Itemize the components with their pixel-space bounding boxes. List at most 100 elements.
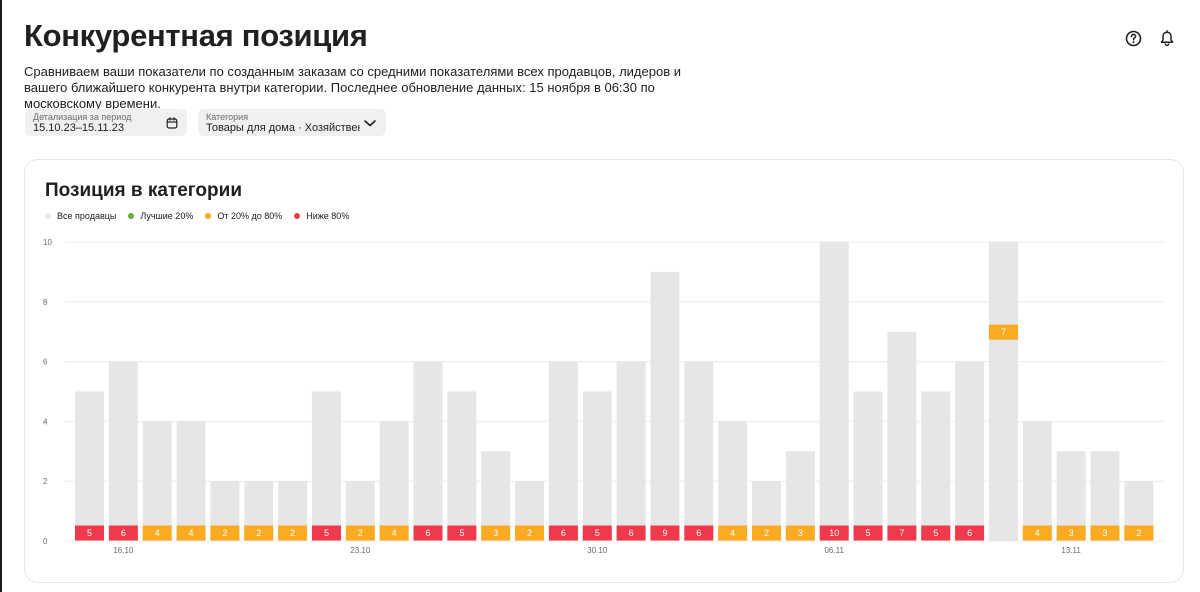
position-label: 5 bbox=[324, 528, 329, 538]
position-label: 3 bbox=[1069, 528, 1074, 538]
y-tick-label: 2 bbox=[43, 477, 48, 486]
bar-all-sellers[interactable] bbox=[447, 391, 477, 542]
legend-dot-low bbox=[294, 213, 301, 219]
category-filter[interactable]: Категория Товары для дома · Хозяйственны… bbox=[198, 109, 386, 136]
position-marker[interactable] bbox=[1090, 525, 1120, 541]
position-marker[interactable] bbox=[75, 525, 104, 541]
x-tick-label: 30.10 bbox=[587, 546, 608, 555]
position-marker[interactable] bbox=[142, 525, 172, 541]
position-label: 4 bbox=[189, 528, 194, 538]
position-label: 6 bbox=[629, 528, 634, 538]
position-marker[interactable] bbox=[1022, 525, 1052, 541]
page-title: Конкурентная позиция bbox=[24, 18, 368, 53]
page-description: Сравниваем ваши показатели по созданным … bbox=[24, 64, 681, 111]
position-marker[interactable] bbox=[447, 525, 477, 541]
position-marker[interactable] bbox=[718, 525, 748, 541]
position-label: 7 bbox=[899, 528, 904, 538]
bar-all-sellers[interactable] bbox=[887, 331, 917, 541]
position-marker[interactable] bbox=[413, 525, 443, 541]
bar-all-sellers[interactable] bbox=[413, 361, 443, 541]
position-marker[interactable] bbox=[1124, 525, 1154, 541]
position-label: 5 bbox=[87, 528, 92, 538]
bar-all-sellers[interactable] bbox=[853, 391, 883, 542]
bar-all-sellers[interactable] bbox=[955, 361, 985, 541]
position-label: 4 bbox=[392, 528, 397, 538]
period-filter-label: Детализация за период bbox=[33, 112, 132, 122]
bar-all-sellers[interactable] bbox=[311, 391, 341, 542]
position-marker[interactable] bbox=[515, 525, 545, 541]
bar-all-sellers[interactable] bbox=[176, 421, 206, 541]
chevron-down-icon bbox=[363, 116, 377, 134]
help-icon[interactable] bbox=[1124, 29, 1143, 48]
position-marker[interactable] bbox=[785, 525, 815, 541]
position-marker[interactable] bbox=[853, 525, 883, 541]
position-marker[interactable] bbox=[176, 525, 206, 541]
bar-all-sellers[interactable] bbox=[75, 391, 104, 542]
x-tick-label: 06.11 bbox=[824, 546, 844, 555]
bar-all-sellers[interactable] bbox=[142, 421, 172, 541]
position-marker[interactable] bbox=[548, 525, 578, 541]
position-marker[interactable] bbox=[988, 324, 1018, 340]
legend-item-mid[interactable]: От 20% до 80% bbox=[205, 211, 282, 221]
position-marker[interactable] bbox=[616, 525, 646, 541]
position-marker[interactable] bbox=[955, 525, 985, 541]
position-label: 7 bbox=[1001, 327, 1006, 337]
bar-all-sellers[interactable] bbox=[684, 361, 714, 541]
position-label: 4 bbox=[155, 528, 160, 538]
bar-all-sellers[interactable] bbox=[379, 421, 409, 541]
position-label: 2 bbox=[358, 528, 363, 538]
position-label: 3 bbox=[1102, 528, 1107, 538]
chart-legend: Все продавцы Лучшие 20% От 20% до 80% Ни… bbox=[45, 211, 349, 221]
bar-all-sellers[interactable] bbox=[650, 271, 680, 541]
legend-item-top[interactable]: Лучшие 20% bbox=[128, 211, 193, 221]
position-marker[interactable] bbox=[379, 525, 409, 541]
bar-all-sellers[interactable] bbox=[921, 391, 951, 542]
position-marker[interactable] bbox=[752, 525, 781, 541]
y-tick-label: 8 bbox=[43, 298, 48, 307]
position-marker[interactable] bbox=[345, 525, 375, 541]
position-marker[interactable] bbox=[108, 525, 138, 541]
position-marker[interactable] bbox=[1056, 525, 1086, 541]
bar-all-sellers[interactable] bbox=[819, 242, 849, 541]
bell-icon[interactable] bbox=[1157, 29, 1176, 48]
position-label: 5 bbox=[459, 528, 464, 538]
period-filter[interactable]: Детализация за период 15.10.23–15.11.23 bbox=[25, 109, 187, 136]
position-marker[interactable] bbox=[921, 525, 951, 541]
bar-all-sellers[interactable] bbox=[718, 421, 748, 541]
y-tick-label: 6 bbox=[43, 358, 48, 367]
position-label: 3 bbox=[798, 528, 803, 538]
bar-all-sellers[interactable] bbox=[1022, 421, 1052, 541]
legend-label-all: Все продавцы bbox=[57, 211, 117, 221]
legend-label-top: Лучшие 20% bbox=[140, 211, 194, 221]
x-tick-label: 16.10 bbox=[113, 546, 134, 555]
legend-label-low: Ниже 80% bbox=[306, 211, 350, 221]
position-marker[interactable] bbox=[819, 525, 849, 541]
bar-all-sellers[interactable] bbox=[548, 361, 578, 541]
position-marker[interactable] bbox=[278, 525, 308, 541]
position-label: 5 bbox=[595, 528, 600, 538]
x-tick-label: 23.10 bbox=[350, 546, 371, 555]
position-label: 6 bbox=[696, 528, 701, 538]
position-label: 3 bbox=[493, 528, 498, 538]
position-marker[interactable] bbox=[481, 525, 511, 541]
position-marker[interactable] bbox=[210, 525, 240, 541]
bar-all-sellers[interactable] bbox=[108, 361, 138, 541]
bar-all-sellers[interactable] bbox=[988, 242, 1018, 541]
bar-all-sellers[interactable] bbox=[616, 361, 646, 541]
position-marker[interactable] bbox=[650, 525, 680, 541]
position-marker[interactable] bbox=[244, 525, 274, 541]
position-marker[interactable] bbox=[311, 525, 341, 541]
position-label: 4 bbox=[730, 528, 735, 538]
position-marker[interactable] bbox=[684, 525, 714, 541]
y-tick-label: 4 bbox=[43, 417, 48, 426]
bar-all-sellers[interactable] bbox=[582, 391, 612, 542]
window-left-border bbox=[0, 0, 2, 592]
position-label: 2 bbox=[222, 528, 227, 538]
legend-dot-mid bbox=[205, 213, 212, 219]
position-marker[interactable] bbox=[887, 525, 917, 541]
position-label: 6 bbox=[561, 528, 566, 538]
legend-item-all[interactable]: Все продавцы bbox=[45, 211, 116, 221]
legend-item-low[interactable]: Ниже 80% bbox=[294, 211, 349, 221]
position-marker[interactable] bbox=[582, 525, 612, 541]
position-label: 2 bbox=[290, 528, 295, 538]
